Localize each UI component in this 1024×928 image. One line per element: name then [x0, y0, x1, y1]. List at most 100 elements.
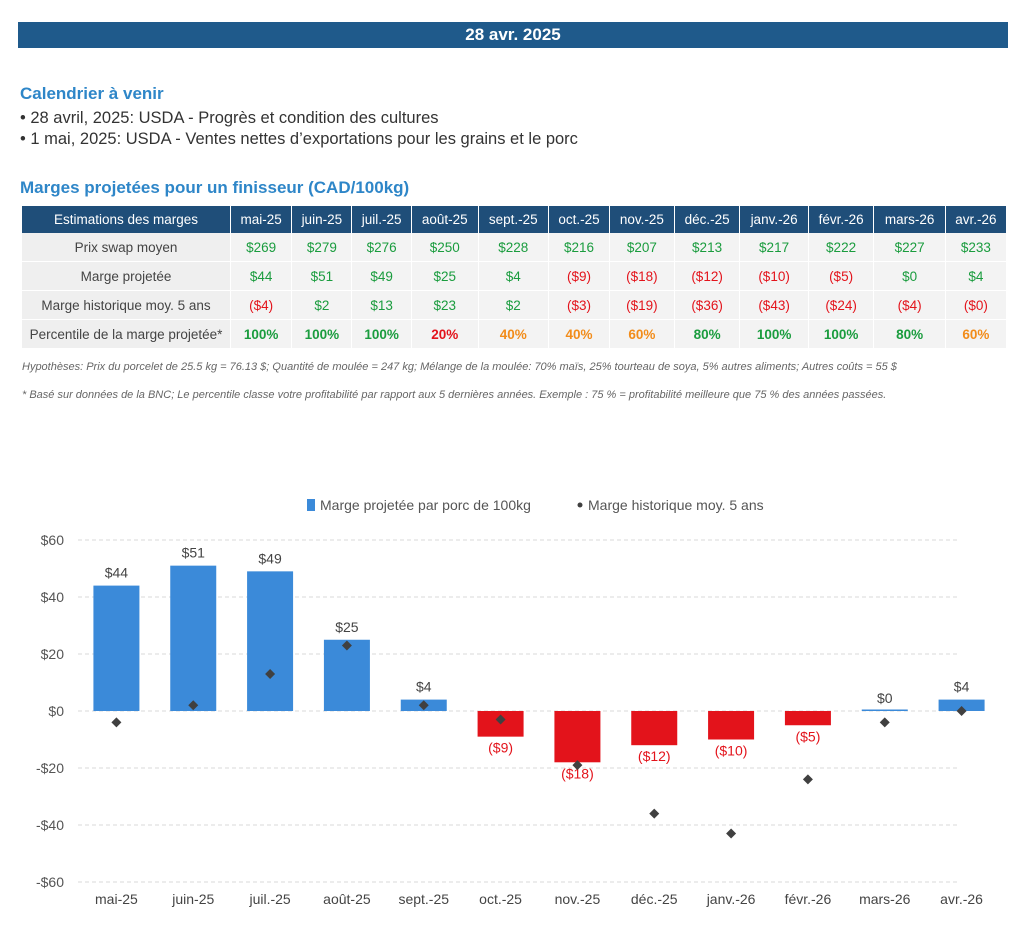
- legend-label-marker: Marge historique moy. 5 ans: [588, 497, 764, 513]
- bnc-footnote: * Basé sur données de la BNC; Le percent…: [22, 389, 887, 401]
- historical-marker: [265, 668, 276, 679]
- table-cell: $51: [291, 261, 353, 291]
- date-banner: 28 avr. 2025: [18, 22, 1008, 48]
- column-header: déc.-25: [674, 206, 741, 233]
- y-tick-label: -$40: [36, 817, 64, 833]
- table-cell: ($3): [548, 290, 611, 320]
- calendar-list: 28 avril, 2025: USDA - Progrès et condit…: [20, 108, 578, 150]
- column-header: août-25: [411, 206, 479, 233]
- legend-swatch-bar: [307, 499, 315, 511]
- bar-data-label: $4: [954, 679, 970, 695]
- table-cell: $25: [411, 261, 479, 291]
- bar-juil.-25: [247, 571, 294, 711]
- bar-data-label: $51: [182, 545, 206, 561]
- x-tick-label: avr.-26: [940, 891, 983, 907]
- historical-marker: [418, 700, 429, 711]
- table-cell: ($10): [739, 261, 809, 291]
- margin-chart: $60 $40 $20 $0 -$20 -$40 -$60 Marge projetée pa…: [36, 497, 985, 907]
- historical-marker: [802, 774, 813, 785]
- table-cell: $44: [230, 261, 293, 291]
- bar-data-label: $25: [335, 619, 359, 635]
- bar-déc.-25: [631, 711, 678, 746]
- table-cell: $250: [411, 233, 479, 262]
- table-cell: $49: [351, 261, 412, 291]
- bar-data-label: ($9): [488, 740, 513, 756]
- column-header: oct.-25: [548, 206, 611, 233]
- table-cell: $23: [411, 290, 479, 320]
- column-header: févr.-26: [808, 206, 875, 233]
- calendar-item: 28 avril, 2025: USDA - Progrès et condit…: [20, 108, 578, 129]
- column-header: janv.-26: [739, 206, 809, 233]
- table-cell: $227: [873, 233, 946, 262]
- bar-data-label: ($10): [715, 743, 748, 759]
- table-cell: ($9): [548, 261, 611, 291]
- row-historical-margin: Marge historique moy. 5 ans ($4) $2 $13 $23 $…: [22, 290, 1008, 320]
- margins-table: Estimations des marges mai-25 juin-25 ju…: [22, 206, 1008, 349]
- table-cell: ($19): [609, 290, 675, 320]
- table-cell: ($0): [945, 290, 1008, 320]
- row-label: Percentile de la marge projetée*: [22, 319, 231, 349]
- table-cell: 100%: [808, 319, 875, 349]
- table-cell: 60%: [609, 319, 675, 349]
- row-swap-price: Prix swap moyen $269 $279 $276 $250 $228 $216 $…: [22, 233, 1008, 262]
- historical-marker: [572, 760, 583, 771]
- bar-data-label: $4: [416, 679, 432, 695]
- table-cell: ($24): [808, 290, 875, 320]
- table-cell: $207: [609, 233, 675, 262]
- table-cell: ($36): [674, 290, 741, 320]
- bar-data-label: ($5): [795, 728, 820, 744]
- table-cell: 40%: [548, 319, 611, 349]
- legend-swatch-marker: [577, 502, 583, 508]
- calendar-title: Calendrier à venir: [20, 84, 164, 103]
- y-tick-label: -$20: [36, 760, 64, 776]
- legend-label-bar: Marge projetée par porc de 100kg: [320, 497, 531, 513]
- bar-janv.-26: [708, 711, 755, 740]
- table-cell: 100%: [291, 319, 353, 349]
- x-tick-label: juil.-25: [248, 891, 290, 907]
- column-header: Estimations des marges: [22, 206, 231, 233]
- y-tick-label: $20: [41, 646, 65, 662]
- table-cell: $4: [945, 261, 1008, 291]
- bar-avr.-26: [938, 699, 985, 711]
- table-cell: 60%: [945, 319, 1008, 349]
- row-label: Marge historique moy. 5 ans: [22, 290, 231, 320]
- margins-title: Marges projetées pour un finisseur (CAD/…: [20, 178, 410, 197]
- table-cell: ($12): [674, 261, 741, 291]
- table-cell: $0: [873, 261, 946, 291]
- y-tick-label: -$60: [36, 874, 64, 890]
- bar-févr.-26: [784, 711, 831, 726]
- row-projected-margin: Marge projetée $44 $51 $49 $25 $4 ($9) ($18) ($1…: [22, 261, 1008, 291]
- table-cell: $222: [808, 233, 875, 262]
- bar-août-25: [323, 639, 370, 711]
- column-header: sept.-25: [478, 206, 549, 233]
- x-tick-label: févr.-26: [785, 891, 832, 907]
- table-cell: $216: [548, 233, 611, 262]
- y-tick-label: $40: [41, 589, 65, 605]
- table-cell: 80%: [674, 319, 741, 349]
- column-header: mars-26: [873, 206, 946, 233]
- table-header-row: Estimations des marges mai-25 juin-25 ju…: [22, 206, 1008, 233]
- x-tick-label: sept.-25: [398, 891, 449, 907]
- bar-data-label: $0: [877, 690, 893, 706]
- table-cell: $4: [478, 261, 549, 291]
- historical-marker: [649, 808, 660, 819]
- table-cell: 80%: [873, 319, 946, 349]
- y-tick-label: $0: [48, 703, 64, 719]
- historical-marker: [111, 717, 122, 728]
- column-header: juin-25: [291, 206, 353, 233]
- historical-marker: [188, 700, 199, 711]
- x-tick-label: nov.-25: [555, 891, 601, 907]
- x-tick-label: oct.-25: [479, 891, 522, 907]
- bar-data-label: $44: [105, 565, 129, 581]
- table-cell: $2: [478, 290, 549, 320]
- table-cell: ($4): [230, 290, 293, 320]
- table-cell: 20%: [411, 319, 479, 349]
- x-tick-label: mars-26: [859, 891, 911, 907]
- table-cell: 100%: [351, 319, 412, 349]
- table-cell: $217: [739, 233, 809, 262]
- table-cell: $13: [351, 290, 412, 320]
- table-cell: $276: [351, 233, 412, 262]
- historical-marker: [495, 714, 506, 725]
- bar-juin-25: [170, 565, 217, 711]
- table-cell: 100%: [739, 319, 809, 349]
